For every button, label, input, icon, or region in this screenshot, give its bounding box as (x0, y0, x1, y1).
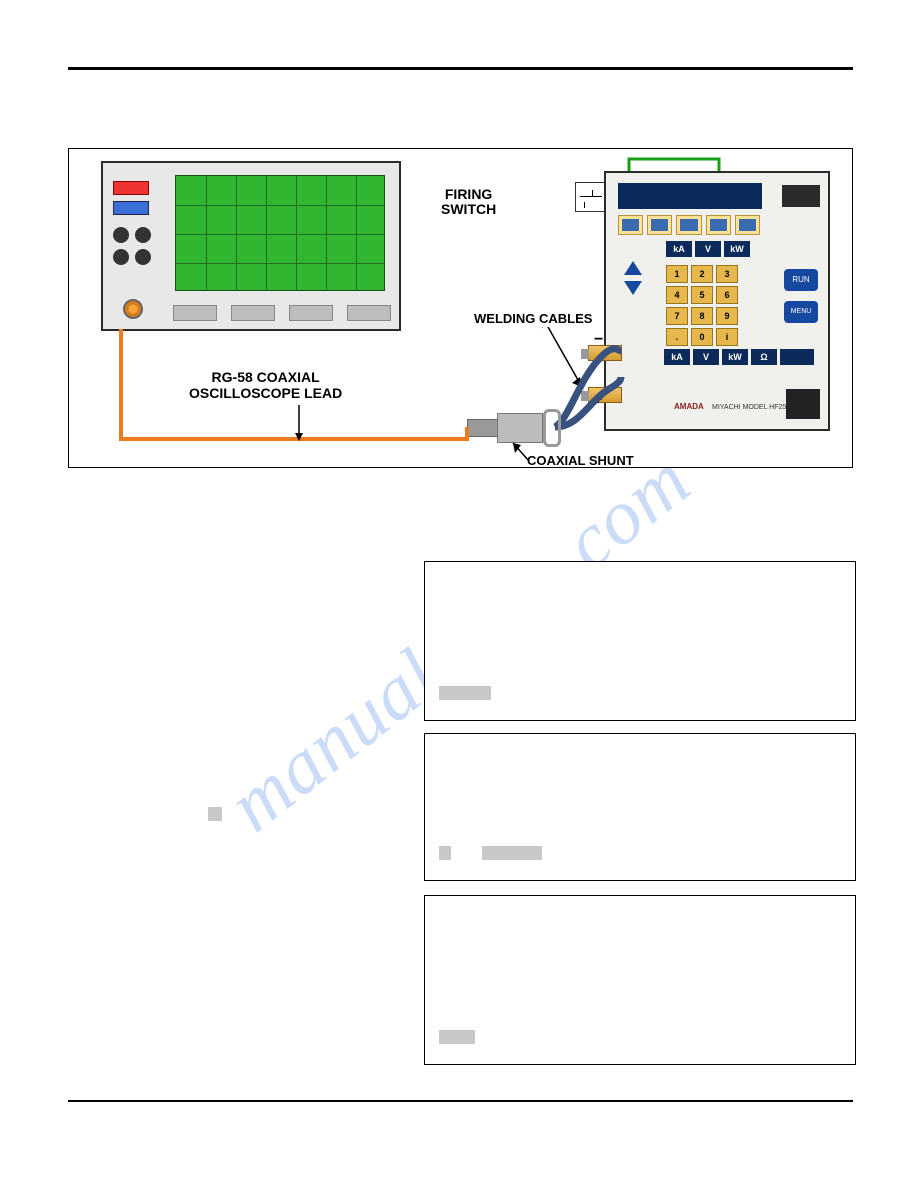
grid-line (296, 176, 297, 290)
switch-line (592, 190, 593, 196)
grey-marker (439, 846, 451, 860)
keypad-key: 1 (666, 265, 688, 283)
scope-controls (113, 181, 159, 265)
controller-run-button: RUN (784, 269, 818, 291)
coaxial-shunt-label: COAXIAL SHUNT (527, 453, 634, 468)
shunt-body (497, 413, 543, 443)
keypad-key: 3 (716, 265, 738, 283)
scope-knob (113, 227, 129, 243)
scope-softkey (173, 305, 217, 321)
shunt-ring (543, 409, 561, 447)
firing-switch-arrow (519, 196, 567, 197)
controller-noweld-switch (786, 389, 820, 419)
scope-softkey (347, 305, 391, 321)
scope-screen (175, 175, 385, 291)
bottom-rule (68, 1100, 853, 1102)
scope-knob-row-1 (113, 227, 159, 243)
fb-badge-kw: kW (722, 349, 748, 365)
grid-line (176, 263, 384, 264)
shunt-connector (467, 419, 499, 437)
grey-marker (482, 846, 542, 860)
keypad-key: 5 (691, 286, 713, 304)
grid-line (326, 176, 327, 290)
controller-mode-icon (706, 215, 731, 235)
wiring-diagram: FIRING SWITCH kA (68, 148, 853, 468)
scope-knob-row-2 (113, 249, 159, 265)
controller-mode-icon (735, 215, 760, 235)
info-box-1-greybar (439, 684, 491, 702)
fb-badge-v: V (693, 349, 719, 365)
page-content: FIRING SWITCH kA (68, 67, 853, 468)
info-box-2 (424, 733, 856, 881)
grid-line (356, 176, 357, 290)
firing-switch-symbol (575, 182, 605, 212)
keypad-key: 4 (666, 286, 688, 304)
fb-badge-extra (780, 349, 814, 365)
coax-lead-label: RG-58 COAXIAL OSCILLOSCOPE LEAD (189, 369, 342, 401)
scope-button-row (173, 305, 391, 321)
scope-softkey (231, 305, 275, 321)
scope-knob (113, 249, 129, 265)
grid-line (176, 205, 384, 206)
unit-badge-kw: kW (724, 241, 750, 257)
welding-cables-arrows (542, 327, 622, 407)
controller-lcd (618, 183, 762, 209)
info-box-3-greybar (439, 1028, 475, 1046)
scope-knob (135, 227, 151, 243)
switch-line (580, 196, 602, 197)
switch-line (584, 202, 585, 208)
keypad-key: 0 (691, 328, 713, 346)
grey-marker (439, 1030, 475, 1044)
controller-mode-icon (676, 215, 701, 235)
scope-bnc-connector (123, 299, 143, 319)
arrow-down-icon (624, 281, 642, 295)
info-box-2-greybars (439, 844, 542, 862)
grey-marker (439, 686, 491, 700)
grid-line (236, 176, 237, 290)
unit-badge-ka: kA (666, 241, 692, 257)
fb-badge-ohm: Ω (751, 349, 777, 365)
grid-line (266, 176, 267, 290)
grid-line (206, 176, 207, 290)
controller-unit-row: kA V kW (666, 241, 750, 257)
scope-led-blue (113, 201, 149, 215)
controller-feedback-row: kA V kW Ω (664, 349, 814, 365)
oscilloscope (101, 161, 401, 331)
controller-mode-icon (618, 215, 643, 235)
bullet-marker (208, 807, 222, 821)
controller-icon-row (618, 215, 760, 235)
keypad-key: 2 (691, 265, 713, 283)
welding-cables-label: WELDING CABLES (474, 311, 592, 326)
welding-controller: kA V kW 1 2 3 4 5 6 7 8 9 . 0 i (604, 171, 830, 431)
controller-menu-button: MENU (784, 301, 818, 323)
keypad-key: . (666, 328, 688, 346)
keypad-key: 8 (691, 307, 713, 325)
controller-arrow-keys (624, 261, 642, 295)
scope-led-red (113, 181, 149, 195)
controller-model: MIYACHI MODEL HF25 (712, 404, 786, 411)
controller-mode-icon (647, 215, 672, 235)
keypad-key: 6 (716, 286, 738, 304)
controller-keypad: 1 2 3 4 5 6 7 8 9 . 0 i (666, 265, 738, 346)
keypad-key: 7 (666, 307, 688, 325)
keypad-key: 9 (716, 307, 738, 325)
fb-badge-ka: kA (664, 349, 690, 365)
controller-brand: AMADA (674, 402, 704, 411)
arrow-up-icon (624, 261, 642, 275)
scope-softkey (289, 305, 333, 321)
firing-switch-label: FIRING SWITCH (441, 187, 496, 216)
scope-knob (135, 249, 151, 265)
keypad-key: i (716, 328, 738, 346)
info-box-3 (424, 895, 856, 1065)
top-rule (68, 67, 853, 70)
controller-schedule-button (782, 185, 820, 207)
grid-line (176, 234, 384, 235)
info-box-1 (424, 561, 856, 721)
unit-badge-v: V (695, 241, 721, 257)
coax-lead-arrow (293, 405, 313, 445)
